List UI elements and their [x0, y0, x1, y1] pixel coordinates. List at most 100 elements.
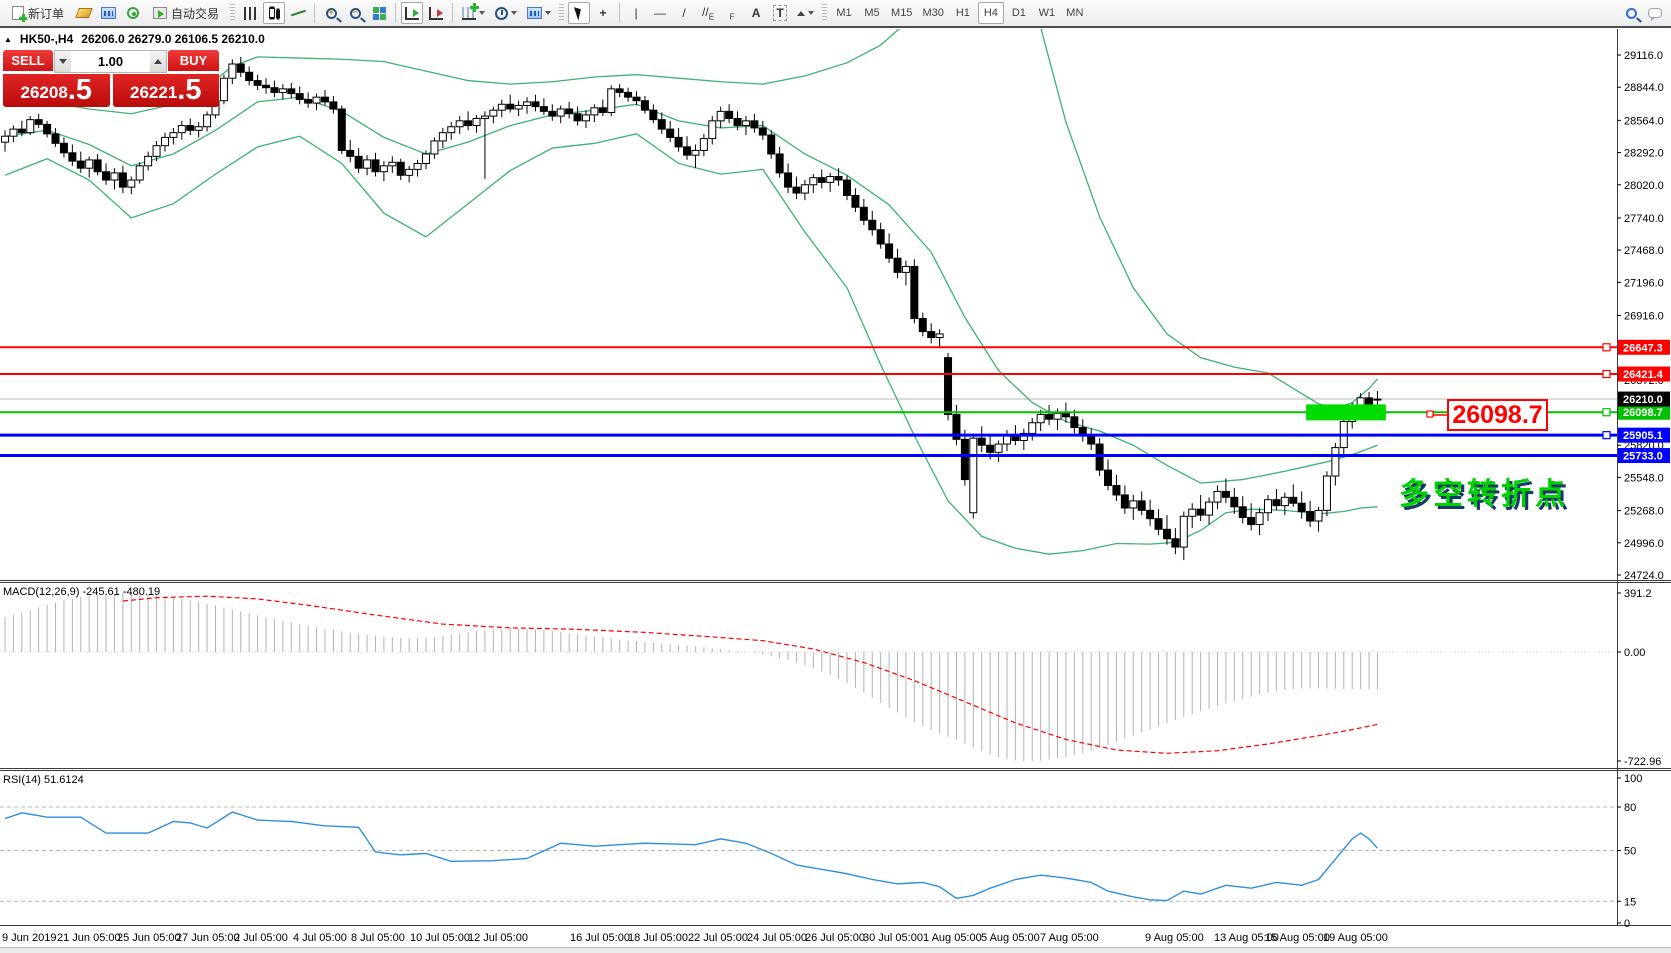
timeframe-H4[interactable]: H4 — [977, 2, 1004, 24]
crosshair-icon: + — [599, 6, 607, 20]
time-tick-label: 19 Aug 05:00 — [1323, 932, 1388, 944]
search-button[interactable] — [1620, 2, 1642, 24]
new-chart-button[interactable] — [97, 2, 120, 24]
tile-windows-icon — [372, 6, 386, 20]
highlight-rectangle[interactable] — [1306, 404, 1386, 421]
arrows-tool-button[interactable] — [793, 2, 818, 24]
autotrading-button[interactable]: 自动交易 — [146, 2, 226, 24]
periods-button[interactable] — [491, 2, 521, 24]
trendline-tool-button[interactable]: / — [673, 2, 695, 24]
axis-price-flag — [1618, 391, 1670, 407]
buy-button[interactable]: BUY — [168, 50, 219, 73]
chart-shift-button[interactable] — [425, 2, 447, 24]
price-tick-label: 28292.0 — [1624, 148, 1664, 160]
tile-windows-button[interactable] — [368, 2, 390, 24]
vertical-line-tool-button[interactable]: | — [625, 2, 647, 24]
horizontal-scrollbar[interactable] — [0, 947, 1671, 953]
horizontal-line-tool-button[interactable]: — — [649, 2, 671, 24]
volume-decrease-button[interactable] — [55, 51, 71, 72]
bollinger-middle-line — [4, 96, 1378, 484]
label-tool-icon: T — [773, 5, 787, 21]
axis-price-flag-text: 25733.0 — [1623, 451, 1663, 463]
price-tick-label: 29116.0 — [1624, 50, 1663, 62]
fibonacci-tool-button[interactable]: F — [721, 2, 743, 24]
price-tick-label: 28020.0 — [1624, 180, 1664, 192]
line-chart-button[interactable] — [287, 2, 309, 24]
crosshair-tool-button[interactable]: + — [592, 2, 614, 24]
macd-tick-label: -722.96 — [1624, 756, 1661, 768]
volume-increase-button[interactable] — [150, 51, 166, 72]
turning-point-annotation[interactable]: 多空转折点 — [1399, 478, 1569, 511]
axis-price-flag — [1618, 448, 1670, 464]
time-tick-label: 5 Aug 05:00 — [981, 932, 1040, 944]
timeframe-M1[interactable]: M1 — [836, 7, 852, 19]
chat-button[interactable] — [1644, 2, 1666, 24]
text-label-tool-button[interactable]: T — [769, 2, 791, 24]
sell-button[interactable]: SELL — [3, 50, 53, 73]
level-endpoint-marker[interactable] — [1602, 343, 1611, 352]
zoom-in-button[interactable]: + — [320, 2, 342, 24]
toolbar-grip[interactable] — [559, 4, 565, 22]
timeframe-MN[interactable]: MN — [1066, 7, 1084, 19]
price-axis[interactable]: 29116.0 28844.0 28564.0 28292.0 28020.0 27740… — [1617, 50, 1670, 930]
signal-icon — [127, 7, 140, 19]
level-endpoint-marker[interactable] — [1602, 369, 1611, 379]
indicator-group — [457, 1, 556, 25]
price-tick-label: 27740.0 — [1624, 213, 1664, 225]
symbol-ohlc: 26206.0 26279.0 26106.5 26210.0 — [81, 32, 265, 46]
auto-scroll-button[interactable] — [401, 2, 424, 24]
timeframe-M30[interactable]: M30 — [922, 7, 944, 19]
timeframe-W1[interactable]: W1 — [1038, 7, 1056, 19]
price-tick-label: 24996.0 — [1624, 538, 1664, 550]
zoom-out-button[interactable]: − — [344, 2, 366, 24]
toolbar: 新订单 自动交易 + − — [0, 0, 1671, 28]
axis-price-flag — [1618, 404, 1670, 420]
template-icon — [527, 7, 543, 19]
toolbar-grip[interactable] — [822, 4, 828, 22]
toolbar-grip[interactable] — [230, 4, 236, 22]
bollinger-upper-line — [4, 29, 1378, 410]
caret-up-icon — [154, 59, 163, 64]
time-tick-label: 21 Jun 05:00 — [57, 932, 121, 944]
axis-price-flag-text: 26210.0 — [1623, 394, 1663, 406]
channel-tool-button[interactable]: //E — [697, 2, 719, 24]
timeframe-M15[interactable]: M15 — [891, 7, 913, 19]
axis-price-flag — [1618, 366, 1670, 382]
autotrading-label: 自动交易 — [171, 6, 220, 21]
bar-chart-button[interactable] — [239, 2, 261, 24]
time-tick-label: 13 Aug 05:00 — [1214, 932, 1279, 944]
caret-down-icon — [58, 59, 67, 64]
text-tool-button[interactable]: A — [745, 2, 767, 24]
timeframe-D1[interactable]: D1 — [1011, 7, 1026, 19]
level-endpoint-marker[interactable] — [1602, 431, 1611, 440]
price-callout[interactable]: 26098.7 — [1447, 399, 1548, 431]
buy-price-panel[interactable]: 26221 .5 — [112, 74, 219, 107]
collapse-triangle-icon[interactable]: ▲ — [4, 34, 12, 44]
level-endpoint-marker[interactable] — [1602, 408, 1611, 417]
chart-shift-icon — [429, 6, 444, 20]
time-tick-label: 1 Aug 05:00 — [923, 932, 982, 944]
volume-stepper — [54, 50, 167, 73]
templates-button[interactable] — [523, 2, 555, 24]
indicators-button[interactable] — [458, 2, 489, 24]
clock-icon — [495, 6, 509, 20]
market-watch-button[interactable] — [73, 2, 95, 24]
sell-price-panel[interactable]: 26208 .5 — [3, 74, 110, 107]
signals-button[interactable] — [122, 2, 144, 24]
candlestick-chart-button[interactable] — [263, 2, 286, 24]
indicators-icon — [462, 2, 480, 20]
time-tick-label: 4 Jul 05:00 — [293, 932, 347, 944]
callout-anchor-marker[interactable] — [1426, 410, 1434, 418]
cursor-tool-button[interactable] — [568, 2, 591, 24]
volume-input[interactable] — [70, 51, 151, 72]
timeframe-M5[interactable]: M5 — [864, 7, 880, 19]
candlestick-icon — [268, 6, 281, 20]
timeframe-H1[interactable]: H1 — [955, 7, 970, 19]
new-order-button[interactable]: 新订单 — [5, 2, 71, 24]
rsi-tick-label: 100 — [1624, 773, 1642, 785]
rsi-line — [4, 811, 1378, 902]
price-tick-label: 28844.0 — [1624, 82, 1664, 94]
